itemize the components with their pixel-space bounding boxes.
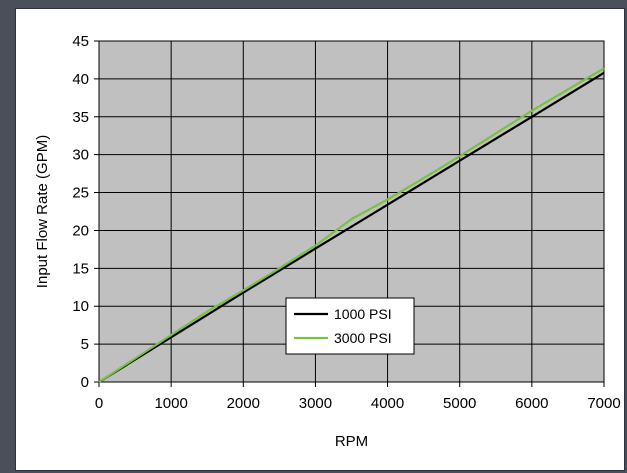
y-tick-label: 40: [72, 71, 89, 88]
y-axis-title: Input Flow Rate (GPM): [34, 135, 51, 288]
y-tick-label: 30: [72, 147, 89, 164]
tick-labels: 0 1000 2000 3000 4000 5000 6000 7000 0 5 10 15 20 25 3…: [72, 33, 620, 412]
x-tick-label: 0: [95, 395, 103, 412]
y-tick-label: 5: [81, 336, 89, 353]
legend-box: [285, 297, 415, 355]
x-tick-label: 3000: [299, 395, 332, 412]
x-tick-label: 4000: [371, 395, 404, 412]
legend: 1000 PSI 3000 PSI: [285, 297, 415, 355]
y-tick-label: 10: [72, 298, 89, 315]
legend-label: 1000 PSI: [334, 306, 392, 322]
series-line-1000-psi: [98, 71, 605, 383]
y-tick-label: 20: [72, 222, 89, 239]
y-tick-label: 45: [72, 33, 89, 50]
chart-frame: 0 1000 2000 3000 4000 5000 6000 7000 0 5 10 15 20 25 3…: [15, 8, 625, 471]
flow-rate-chart: 0 1000 2000 3000 4000 5000 6000 7000 0 5 10 15 20 25 3…: [34, 33, 621, 450]
y-tick-label: 35: [72, 109, 89, 126]
x-tick-label: 6000: [515, 395, 548, 412]
x-tick-label: 1000: [154, 395, 187, 412]
legend-label: 3000 PSI: [334, 330, 392, 346]
x-tick-label: 5000: [443, 395, 476, 412]
x-tick-label: 7000: [587, 395, 620, 412]
y-tick-label: 0: [81, 374, 89, 391]
y-tick-label: 25: [72, 185, 89, 202]
series-line-3000-psi: [98, 67, 605, 383]
series-lines: [98, 67, 605, 383]
x-axis-title: RPM: [335, 433, 368, 450]
y-tick-label: 15: [72, 260, 89, 277]
x-tick-label: 2000: [227, 395, 260, 412]
